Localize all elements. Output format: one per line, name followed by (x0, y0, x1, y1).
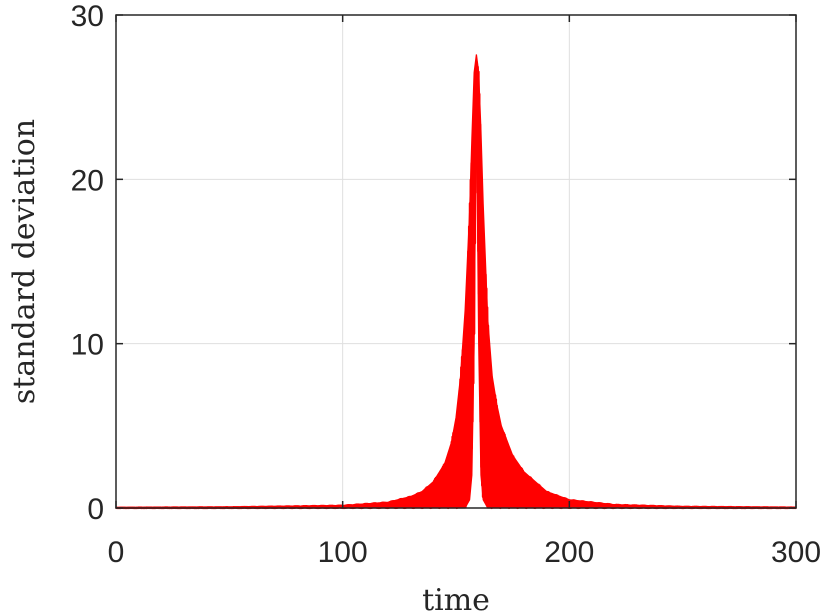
y-tick-label: 20 (71, 164, 104, 197)
axes-box (115, 14, 797, 509)
x-tick-label: 200 (544, 536, 594, 569)
grid (116, 15, 796, 508)
y-tick-label: 0 (87, 493, 104, 526)
x-tick-label: 300 (771, 536, 821, 569)
x-axis-label: time (422, 583, 490, 616)
y-axis-label: standard deviation (7, 119, 42, 404)
y-tick-label: 30 (71, 0, 104, 33)
y-tick-label: 10 (71, 329, 104, 362)
x-tick-label: 0 (108, 536, 125, 569)
ticks-layer: 0 100 200 300 0 10 20 30 (71, 0, 821, 569)
x-tick-label: 100 (318, 536, 368, 569)
